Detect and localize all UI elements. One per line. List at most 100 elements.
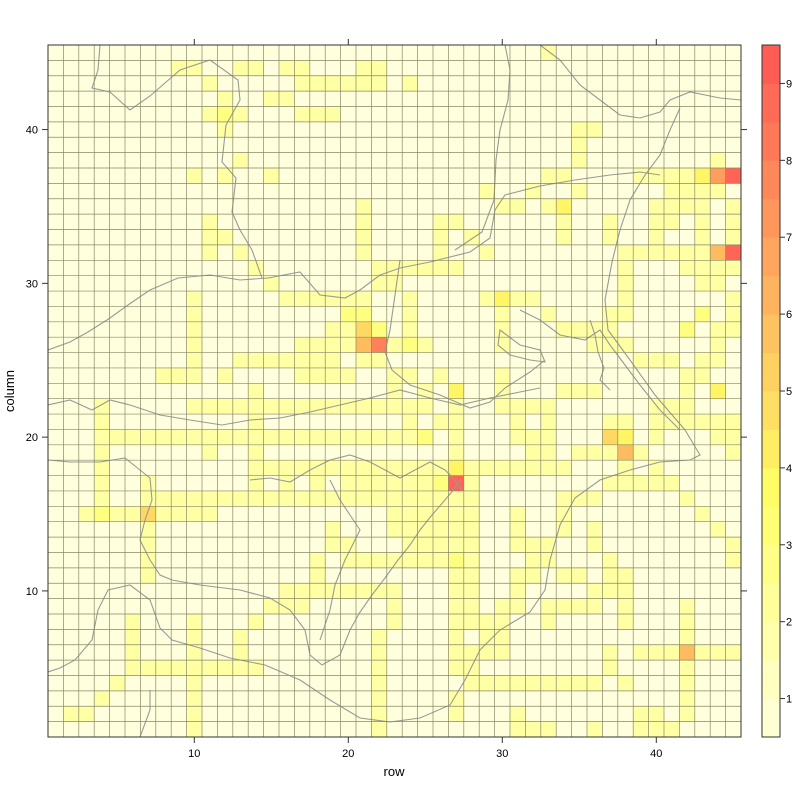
heatmap-cell (371, 475, 387, 491)
heatmap-cell (356, 214, 372, 230)
colorkey-swatch (762, 391, 780, 430)
heatmap-cell (633, 244, 649, 261)
heatmap-cell (402, 337, 418, 353)
heatmap-cell (356, 583, 372, 599)
heatmap-cell (386, 429, 403, 445)
heatmap-cell (340, 398, 356, 415)
x-tick-label: 30 (496, 748, 508, 760)
heatmap-cell (356, 306, 372, 322)
heatmap-cell (710, 168, 726, 184)
heatmap-cell (648, 352, 664, 368)
heatmap-cell (186, 629, 202, 645)
heatmap-cell (340, 75, 356, 92)
heatmap-cell (63, 706, 79, 722)
heatmap-cell (433, 414, 449, 430)
heatmap-cell (232, 106, 249, 122)
heatmap-cell (679, 660, 695, 676)
heatmap-cell (710, 644, 726, 661)
heatmap-cell (648, 198, 664, 215)
heatmap-cell (710, 321, 726, 338)
heatmap-cell (248, 429, 264, 445)
heatmap-cell (325, 337, 341, 353)
heatmap-cell (587, 383, 603, 399)
heatmap-cell (309, 552, 326, 568)
heatmap-cell (617, 291, 634, 307)
heatmap-cell (540, 552, 557, 568)
heatmap-cell (510, 429, 526, 445)
heatmap-cell (633, 444, 649, 461)
heatmap-cell (694, 352, 711, 368)
heatmap-cell (664, 214, 680, 230)
heatmap-cell (78, 506, 95, 522)
heatmap-cell (694, 229, 711, 245)
heatmap-cell (725, 229, 741, 245)
heatmap-cell (694, 414, 711, 430)
heatmap-cell (679, 321, 695, 338)
heatmap-cell (340, 475, 356, 491)
heatmap-cell (294, 460, 310, 476)
heatmap-cell (648, 229, 664, 245)
heatmap-cell (371, 275, 387, 292)
heatmap-cell (186, 168, 202, 184)
heatmap-cell (402, 367, 418, 384)
heatmap-cell (540, 414, 557, 430)
heatmap-cell (125, 506, 141, 522)
heatmap-cell (371, 260, 387, 276)
heatmap-cell (433, 537, 449, 553)
heatmap-cell (725, 260, 741, 276)
heatmap-cell (433, 244, 449, 261)
heatmap-cell (279, 398, 295, 415)
heatmap-cell (94, 490, 110, 507)
heatmap-cell (140, 429, 156, 445)
heatmap-cell (617, 244, 634, 261)
heatmap-cell (217, 168, 233, 184)
heatmap-cell (402, 552, 418, 568)
heatmap-cell (510, 706, 526, 722)
heatmap-cell (525, 183, 541, 199)
heatmap-cell (448, 398, 464, 415)
heatmap-cell (463, 613, 480, 630)
heatmap-cell (525, 444, 541, 461)
heatmap-cell (633, 475, 649, 491)
heatmap-cell (248, 260, 264, 276)
heatmap-cell (371, 352, 387, 368)
heatmap-cell (694, 244, 711, 261)
heatmap-cell (448, 567, 464, 584)
heatmap-cell (664, 398, 680, 415)
heatmap-cell (617, 337, 634, 353)
heatmap-cell (648, 475, 664, 491)
heatmap-cell (648, 721, 664, 737)
heatmap-cell (417, 429, 433, 445)
heatmap-cell (340, 337, 356, 353)
heatmap-cell (540, 721, 557, 737)
heatmap-cell (309, 398, 326, 415)
heatmap-cell (371, 706, 387, 722)
heatmap-cell (617, 260, 634, 276)
heatmap-cell (171, 367, 187, 384)
heatmap-cell (694, 260, 711, 276)
heatmap-cell (309, 75, 326, 92)
heatmap-cell (294, 398, 310, 415)
heatmap-cell (725, 291, 741, 307)
heatmap-cell (155, 490, 172, 507)
heatmap-cell (325, 75, 341, 92)
heatmap-cell (463, 475, 480, 491)
heatmap-cell (356, 291, 372, 307)
heatmap-cell (525, 567, 541, 584)
heatmap-cell (463, 567, 480, 584)
heatmap-cell (694, 198, 711, 215)
heatmap-cell (448, 552, 464, 568)
heatmap-cell (479, 291, 495, 307)
heatmap-cell (263, 275, 279, 292)
heatmap-cell (125, 644, 141, 661)
heatmap-cell (617, 306, 634, 322)
heatmap-cell (186, 60, 202, 76)
heatmap-cell (617, 444, 634, 461)
heatmap-cell (263, 598, 279, 614)
heatmap-cell (279, 291, 295, 307)
heatmap-cell (571, 383, 587, 399)
heatmap-cell (202, 229, 218, 245)
heatmap-cell (525, 398, 541, 415)
heatmap-cell (525, 429, 541, 445)
heatmap-cell (186, 321, 202, 338)
